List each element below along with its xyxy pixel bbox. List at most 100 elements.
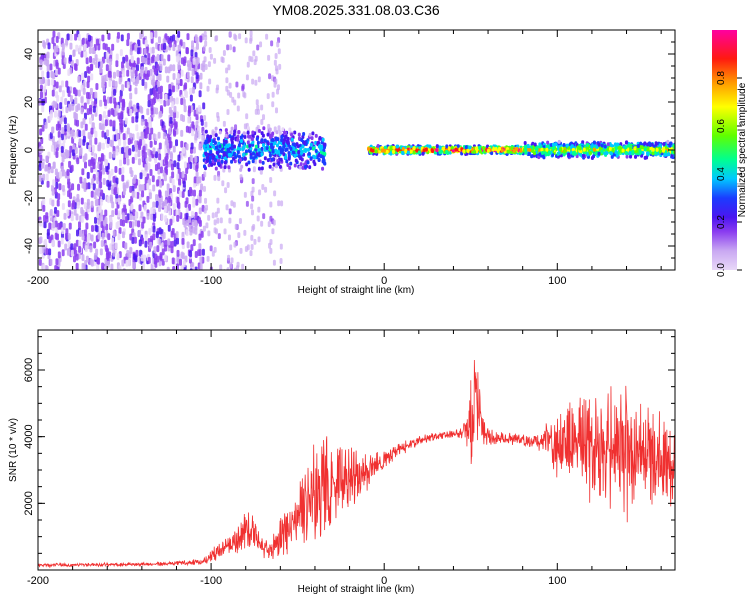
spectrogram-cell — [78, 130, 82, 138]
spectrogram-cell — [180, 57, 184, 65]
spectrogram-cell — [164, 215, 168, 223]
spectrogram-cell — [192, 239, 196, 247]
spectrogram-cell — [48, 222, 52, 230]
spectrogram-cell — [164, 166, 168, 174]
spectrogram-cell — [98, 142, 102, 150]
spectrogram-cell — [189, 268, 193, 270]
spectrogram-cell — [250, 56, 254, 63]
spectrogram-cell — [254, 147, 258, 152]
spectrogram-cell — [65, 151, 69, 159]
spectrogram-cell — [42, 264, 46, 270]
spectrogram-cell — [54, 220, 58, 228]
spectrogram-cell — [91, 47, 95, 55]
spectrogram-cell — [196, 57, 200, 65]
spectrogram-cell — [197, 217, 201, 225]
spectrogram-cell — [261, 160, 265, 165]
spectrogram-cell — [46, 228, 50, 236]
spectrogram-cell — [220, 148, 224, 153]
spectrogram-cell — [82, 117, 86, 125]
spectrogram-cell — [188, 224, 192, 232]
spectrogram-cell — [198, 90, 202, 98]
spectrogram-cell — [275, 143, 279, 148]
spectrogram-cell — [149, 47, 153, 55]
spectrogram-cell — [64, 124, 68, 132]
spectrogram-cell — [172, 145, 176, 153]
spectrogram-cell — [541, 150, 545, 155]
spectrogram-cell — [107, 174, 111, 182]
spectrogram-cell — [378, 149, 382, 154]
spectrogram-cell — [137, 158, 141, 166]
spectrogram-cell — [176, 162, 180, 170]
spectrogram-cell — [54, 265, 58, 270]
spectrogram-cell — [527, 152, 531, 157]
spectrogram-cell — [145, 127, 149, 135]
spectrogram-cell — [524, 150, 528, 155]
spectrogram-cell — [157, 167, 161, 175]
spectrogram-cell — [180, 98, 184, 106]
spectrogram-cell — [236, 137, 240, 142]
spectrogram-cell — [225, 67, 229, 74]
spectrogram-cell — [185, 47, 189, 55]
spectrogram-cell — [80, 96, 84, 104]
spectrogram-cell — [257, 206, 261, 213]
spectrogram-cell — [266, 93, 270, 100]
spectrogram-cell — [237, 232, 241, 239]
chart-title: YM08.2025.331.08.03.C36 — [272, 2, 440, 18]
spectrogram-cell — [214, 126, 218, 131]
spectrogram-cell — [108, 151, 112, 159]
spectrogram-cell — [288, 127, 292, 132]
spectrogram-cell — [206, 85, 210, 92]
spectrogram-cell — [66, 209, 70, 217]
spectrogram-cell — [264, 186, 268, 193]
spectrogram-cell — [120, 61, 124, 69]
spectrogram-cell — [263, 156, 267, 161]
spectrogram-cell — [205, 204, 209, 211]
spectrogram-cell — [135, 249, 139, 257]
spectrogram-cell — [250, 190, 254, 197]
spectrogram-cell — [105, 64, 109, 72]
spectrogram-cell — [223, 228, 227, 235]
y-tick-label: 0 — [23, 147, 35, 153]
spectrogram-cell — [428, 144, 432, 149]
spectrogram-cell — [613, 142, 617, 147]
spectrogram-cell — [592, 147, 596, 152]
spectrogram-cell — [190, 244, 194, 252]
spectrogram-cell — [89, 258, 93, 266]
spectrogram-cell — [309, 142, 313, 147]
spectrogram-cell — [214, 211, 218, 218]
spectrogram-cell — [257, 236, 261, 243]
spectrogram-cell — [66, 169, 70, 177]
spectrogram-cell — [183, 161, 187, 169]
spectrogram-cell — [101, 142, 105, 150]
spectrogram-cell — [189, 87, 193, 95]
spectrogram-cell — [193, 269, 194, 270]
spectrogram-cell — [628, 151, 632, 156]
spectrogram-cell — [124, 216, 128, 224]
spectrogram-cell — [154, 163, 158, 171]
spectrogram-cell — [262, 143, 266, 148]
spectrogram-cell — [547, 150, 551, 155]
spectrogram-cell — [141, 79, 145, 87]
spectrogram-cell — [277, 200, 281, 207]
spectrogram-cell — [140, 211, 144, 219]
spectrogram-cell — [254, 79, 258, 86]
spectrogram-cell — [313, 155, 317, 160]
spectrogram-cell — [67, 190, 71, 198]
spectrogram-cell — [69, 42, 73, 50]
spectrogram-cell — [177, 154, 181, 162]
spectrogram-cell — [229, 244, 233, 251]
spectrogram-cell — [101, 154, 105, 162]
spectrogram-cell — [544, 152, 548, 157]
spectrogram-cell — [95, 225, 99, 233]
spectrogram-cell — [118, 167, 122, 175]
spectrogram-cell — [85, 255, 89, 263]
spectrogram-cell — [192, 196, 196, 204]
spectrogram-cell — [38, 258, 42, 266]
spectrogram-cell — [118, 265, 122, 270]
spectrogram-cell — [87, 182, 91, 190]
spectrogram-cell — [156, 179, 160, 187]
spectrogram-cell — [600, 143, 604, 148]
spectrogram-cell — [129, 92, 133, 100]
spectrogram-cell — [293, 130, 297, 135]
